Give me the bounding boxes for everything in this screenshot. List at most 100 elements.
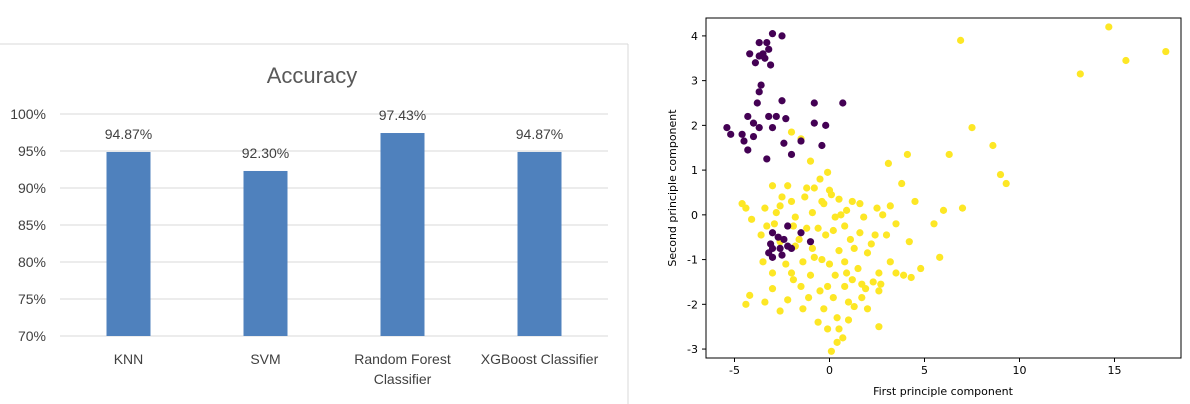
scatter-point	[841, 258, 849, 266]
scatter-point	[835, 195, 843, 203]
scatter-point	[787, 197, 796, 206]
scatter-point	[862, 285, 870, 293]
scatter-point	[839, 334, 847, 342]
scatter-point	[808, 244, 816, 252]
scatter-point	[767, 61, 775, 69]
scatter-point	[945, 150, 953, 159]
bar-chart-panel: Accuracy 70% 75% 80% 85% 90% 95% 100% 94.87% 92…	[0, 43, 629, 404]
scatter-point	[778, 193, 786, 201]
scatter-point	[833, 338, 841, 346]
y-tick-label: 75%	[18, 291, 46, 307]
scatter-point	[780, 235, 788, 244]
scatter-point	[869, 278, 877, 286]
scatter-point	[958, 204, 967, 212]
scatter-point	[810, 119, 818, 127]
scatter-point	[820, 305, 828, 313]
scatter-point	[957, 36, 965, 44]
scatter-point	[848, 197, 856, 206]
scatter-point	[835, 325, 843, 333]
scatter-point	[810, 253, 818, 261]
category-label: SVM	[250, 351, 280, 367]
scatter-point	[749, 119, 758, 127]
y-tick-label: 0	[691, 209, 698, 222]
scatter-point	[824, 282, 832, 291]
scatter-point	[746, 50, 754, 58]
scatter-point	[816, 287, 824, 295]
bar	[243, 170, 288, 336]
scatter-point	[863, 249, 872, 257]
scatter-point	[763, 155, 771, 163]
scatter-point	[810, 99, 818, 107]
category-label: Classifier	[374, 371, 432, 387]
scatter-point	[877, 280, 885, 288]
y-tick-label: 1	[691, 164, 698, 177]
scatter-point	[903, 150, 911, 159]
bar	[106, 151, 151, 336]
scatter-point	[782, 115, 790, 123]
scatter-point	[936, 253, 944, 261]
scatter-point	[863, 305, 872, 313]
accuracy-bar-chart: Accuracy 70% 75% 80% 85% 90% 95% 100% 94.87% 92…	[0, 43, 629, 404]
scatter-point	[839, 99, 847, 107]
scatter-point	[892, 220, 900, 228]
scatter-point	[768, 269, 777, 277]
scatter-point	[867, 240, 875, 248]
scatter-point	[806, 271, 815, 279]
scatter-point	[871, 231, 879, 239]
scatter-point	[831, 213, 839, 221]
scatter-point	[757, 231, 765, 239]
scatter-point	[875, 269, 883, 277]
scatter-point	[875, 323, 883, 331]
scatter-point	[833, 314, 841, 322]
scatter-point	[753, 99, 761, 107]
data-label: 94.87%	[105, 126, 152, 142]
scatter-point	[738, 130, 746, 138]
scatter-point	[805, 294, 813, 302]
scatter-point	[797, 229, 805, 237]
scatter-point	[824, 168, 832, 176]
scatter-point	[759, 258, 767, 266]
plot-area	[705, 17, 1182, 359]
scatter-point	[814, 224, 822, 232]
scatter-point	[774, 233, 782, 241]
scatter-point	[782, 260, 790, 268]
scatter-point	[787, 244, 796, 252]
scatter-point	[822, 121, 830, 129]
scatter-point	[763, 39, 771, 47]
scatter-point	[803, 184, 811, 192]
scatter-point	[816, 175, 824, 183]
chart-title: Accuracy	[267, 63, 357, 88]
y-tick-label: 100%	[10, 106, 46, 122]
bars	[106, 133, 562, 336]
scatter-point	[820, 200, 828, 208]
scatter-point	[778, 32, 786, 40]
data-label: 92.30%	[242, 145, 289, 161]
category-labels: KNN SVM Random Forest Classifier XGBoost Cla…	[114, 351, 599, 387]
x-tick-label: 15	[1108, 364, 1122, 377]
scatter-point	[905, 238, 913, 246]
scatter-point	[1105, 23, 1113, 31]
scatter-point	[808, 209, 816, 217]
scatter-point	[907, 273, 915, 282]
scatter-point	[765, 45, 773, 53]
scatter-point	[841, 222, 849, 230]
scatter-point	[770, 220, 778, 228]
scatter-point	[806, 157, 815, 165]
scatter-point	[740, 137, 748, 145]
scatter-point	[772, 112, 780, 121]
scatter-point	[789, 222, 797, 230]
y-axis-ticks: -3 -2 -1 0 1 2 3 4	[687, 30, 706, 356]
scatter-point	[831, 271, 839, 279]
scatter-point	[765, 112, 773, 121]
x-tick-label: 5	[921, 364, 928, 377]
scatter-point	[818, 141, 826, 150]
scatter-point	[778, 251, 786, 259]
scatter-point	[968, 124, 976, 132]
scatter-point	[884, 159, 892, 167]
scatter-point	[776, 244, 784, 252]
scatter-point	[898, 179, 906, 188]
y-tick-label: 3	[691, 75, 698, 88]
scatter-point	[818, 255, 826, 264]
bar	[517, 151, 562, 336]
scatter-point	[768, 124, 777, 132]
